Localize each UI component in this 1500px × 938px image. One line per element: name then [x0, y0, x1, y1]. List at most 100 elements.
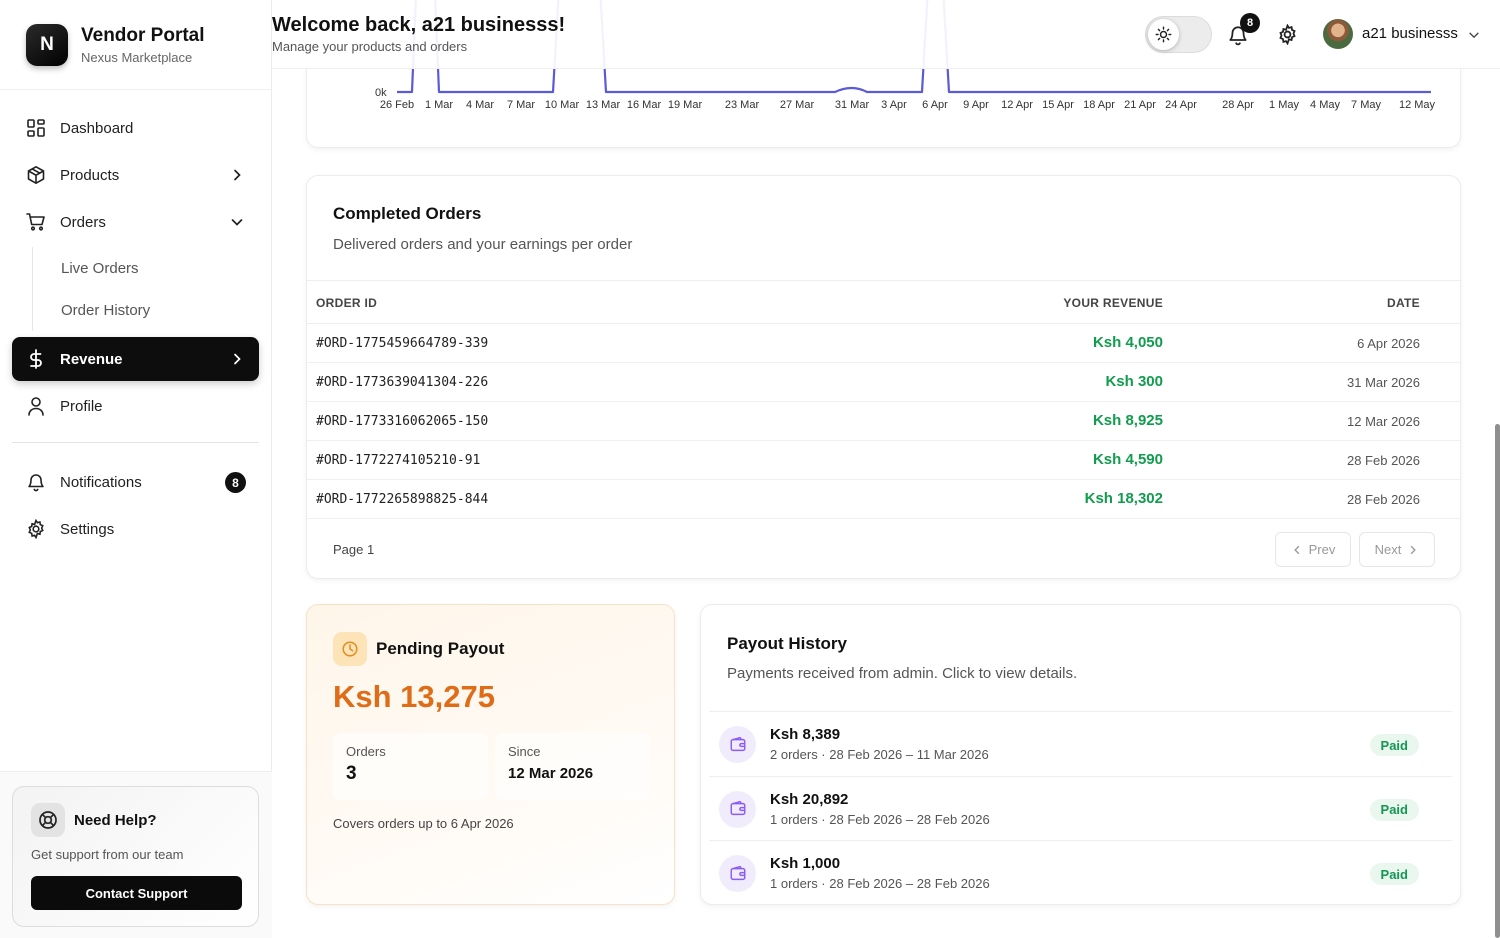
orders-submenu: Live Orders Order History	[32, 247, 259, 331]
sidebar-item-label: Settings	[60, 520, 115, 538]
x-tick-label: 19 Mar	[668, 99, 703, 111]
brand-logo: N	[26, 24, 68, 66]
status-badge: Paid	[1369, 798, 1419, 821]
chevron-left-icon	[1293, 545, 1299, 554]
order-revenue: Ksh 4,590	[1092, 451, 1163, 468]
series-line	[397, 0, 1431, 94]
table-row[interactable]: #ORD-1773316062065-150 Ksh 8,925 12 Mar …	[307, 402, 1460, 441]
list-item[interactable]: Ksh 1,000 1 orders · 28 Feb 2026 – 28 Fe…	[709, 840, 1452, 905]
sidebar-divider	[0, 89, 272, 90]
top-header: Welcome back, a21 businesss! Manage your…	[272, 0, 1500, 69]
column-your-revenue: YOUR REVENUE	[1063, 296, 1163, 310]
chevron-right-icon	[234, 353, 241, 365]
sidebar-subitem-order-history[interactable]: Order History	[61, 301, 151, 319]
pending-payout-amount: Ksh 13,275	[333, 679, 495, 714]
status-badge: Paid	[1369, 734, 1419, 756]
table-row[interactable]: #ORD-1775459664789-339 Ksh 4,050 6 Apr 2…	[307, 324, 1460, 363]
sidebar-item-settings[interactable]: Settings	[12, 507, 259, 551]
column-order-id: ORDER ID	[316, 296, 378, 310]
x-tick-label: 23 Mar	[725, 99, 760, 111]
order-date: 12 Mar 2026	[1347, 414, 1420, 429]
bell-icon[interactable]	[1227, 24, 1249, 46]
list-item[interactable]: Ksh 8,389 2 orders · 28 Feb 2026 – 11 Ma…	[709, 711, 1452, 776]
table-row[interactable]: #ORD-1773639041304-226 Ksh 300 31 Mar 20…	[307, 363, 1460, 402]
x-tick-label: 4 Mar	[466, 99, 494, 111]
bell-icon	[26, 472, 46, 492]
sidebar-item-products[interactable]: Products	[12, 153, 259, 197]
sidebar-item-label: Profile	[60, 397, 103, 415]
order-date: 31 Mar 2026	[1347, 375, 1420, 390]
prev-label: Prev	[1308, 542, 1336, 557]
user-icon	[26, 396, 46, 416]
sidebar-item-orders[interactable]: Orders	[12, 200, 259, 244]
x-tick-label: 27 Mar	[780, 99, 815, 111]
orders-value: 3	[346, 763, 357, 784]
x-tick-label: 12 Apr	[1001, 99, 1033, 111]
x-tick-label: 16 Mar	[627, 99, 662, 111]
gear-icon	[26, 519, 46, 539]
sidebar-item-dashboard[interactable]: Dashboard	[12, 106, 259, 150]
x-tick-label: 26 Feb	[380, 99, 414, 111]
sidebar-item-profile[interactable]: Profile	[12, 384, 259, 428]
sidebar-item-revenue[interactable]: Revenue	[12, 337, 259, 381]
wallet-icon	[719, 726, 756, 763]
order-id: #ORD-1772265898825-844	[316, 492, 489, 507]
pending-payout-note: Covers orders up to 6 Apr 2026	[333, 816, 514, 831]
order-revenue: Ksh 18,302	[1084, 490, 1163, 507]
x-tick-label: 18 Apr	[1083, 99, 1115, 111]
x-tick-label: 1 Mar	[425, 99, 453, 111]
notification-badge: 8	[1240, 13, 1260, 33]
user-name[interactable]: a21 businesss	[1362, 25, 1458, 42]
order-revenue: Ksh 4,050	[1092, 334, 1163, 351]
table-row[interactable]: #ORD-1772274105210-91 Ksh 4,590 28 Feb 2…	[307, 441, 1460, 480]
prev-page-button[interactable]: Prev	[1275, 532, 1351, 567]
x-tick-label: 6 Apr	[922, 99, 948, 111]
next-page-button[interactable]: Next	[1359, 532, 1435, 567]
pending-payout-card: Pending Payout Ksh 13,275 Orders 3 Since…	[306, 604, 675, 905]
x-tick-label: 24 Apr	[1165, 99, 1197, 111]
table-row[interactable]: #ORD-1772265898825-844 Ksh 18,302 28 Feb…	[307, 480, 1460, 519]
payout-meta: 2 orders · 28 Feb 2026 – 11 Mar 2026	[770, 747, 989, 762]
help-area: Need Help? Get support from our team Con…	[0, 771, 272, 938]
payout-history-card: Payout History Payments received from ad…	[700, 604, 1461, 905]
y-tick-label: 0k	[375, 87, 387, 99]
orders-label: Orders	[346, 744, 386, 759]
x-tick-label: 7 May	[1351, 99, 1381, 111]
scrollbar[interactable]	[1495, 424, 1500, 938]
pending-orders-box: Orders 3	[333, 733, 488, 800]
brand[interactable]: N Vendor Portal Nexus Marketplace	[26, 24, 205, 66]
payout-history-title: Payout History	[727, 634, 847, 653]
help-subtitle: Get support from our team	[31, 847, 184, 862]
grid-icon	[26, 118, 46, 138]
gear-icon[interactable]	[1277, 24, 1298, 45]
payout-amount: Ksh 8,389	[770, 726, 841, 743]
since-value: 12 Mar 2026	[508, 765, 594, 782]
help-card: Need Help? Get support from our team Con…	[12, 786, 259, 927]
chevron-down-icon[interactable]	[1467, 28, 1481, 42]
x-tick-label: 12 May	[1399, 99, 1436, 111]
payout-history-description: Payments received from admin. Click to v…	[727, 665, 1078, 682]
clock-icon	[333, 632, 367, 666]
pending-since-box: Since 12 Mar 2026	[495, 733, 650, 800]
sidebar-item-label: Dashboard	[60, 119, 134, 137]
x-tick-label: 1 May	[1269, 99, 1299, 111]
order-id: #ORD-1773639041304-226	[316, 375, 489, 390]
list-item[interactable]: Ksh 20,892 1 orders · 28 Feb 2026 – 28 F…	[709, 775, 1452, 841]
brand-title: Vendor Portal	[81, 25, 205, 46]
sidebar-subitem-live-orders[interactable]: Live Orders	[61, 259, 139, 277]
order-date: 28 Feb 2026	[1346, 453, 1420, 468]
sidebar-item-label: Revenue	[60, 350, 123, 368]
payout-amount: Ksh 1,000	[770, 855, 841, 872]
contact-support-button[interactable]: Contact Support	[31, 876, 242, 910]
x-tick-label: 21 Apr	[1124, 99, 1156, 111]
sidebar-item-notifications[interactable]: Notifications 8	[12, 460, 259, 504]
theme-toggle[interactable]	[1145, 16, 1212, 53]
payout-history-list: Ksh 8,389 2 orders · 28 Feb 2026 – 11 Ma…	[709, 711, 1452, 905]
completed-orders-card: Completed Orders Delivered orders and yo…	[306, 175, 1461, 579]
x-tick-label: 7 Mar	[507, 99, 535, 111]
avatar[interactable]	[1323, 19, 1353, 49]
order-id: #ORD-1773316062065-150	[316, 414, 489, 429]
pending-payout-title: Pending Payout	[376, 639, 505, 658]
completed-orders-description: Delivered orders and your earnings per o…	[333, 236, 633, 253]
